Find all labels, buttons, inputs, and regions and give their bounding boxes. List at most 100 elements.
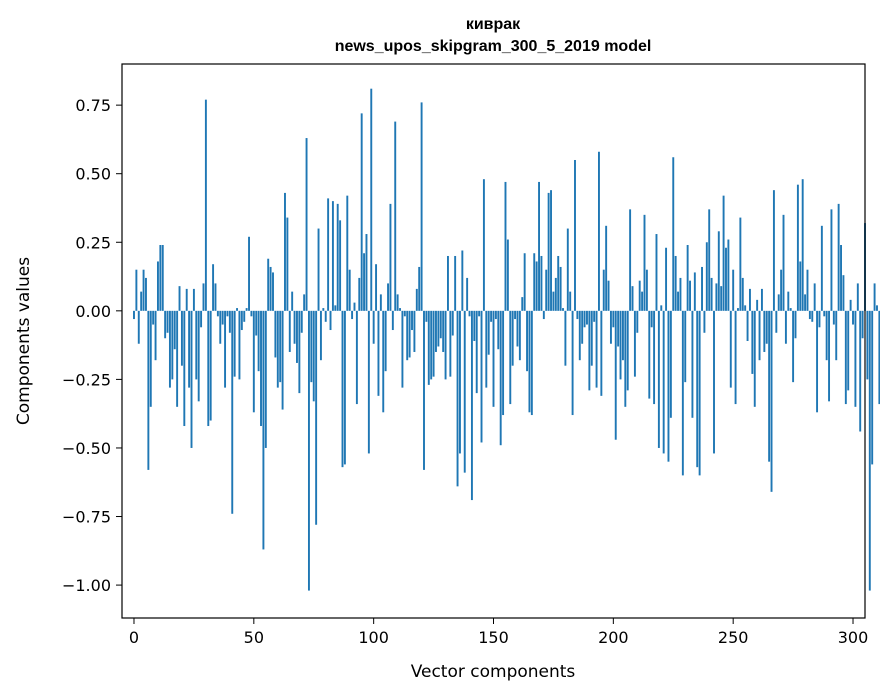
plot-frame bbox=[121, 63, 866, 619]
bar-5 bbox=[145, 277, 147, 311]
bar-68 bbox=[296, 310, 298, 363]
y-tick-label: 0.00 bbox=[75, 302, 111, 321]
bar-162 bbox=[521, 297, 524, 311]
bar-284 bbox=[813, 283, 816, 311]
bar-194 bbox=[597, 151, 600, 311]
bar-80 bbox=[324, 310, 327, 322]
y-tick-label: −0.50 bbox=[62, 439, 111, 458]
bar-216 bbox=[650, 310, 653, 328]
bar-293 bbox=[835, 310, 838, 361]
bar-185 bbox=[576, 310, 579, 320]
bar-201 bbox=[614, 310, 617, 440]
bar-182 bbox=[569, 291, 572, 311]
x-tick-label: 200 bbox=[598, 628, 629, 647]
bar-36 bbox=[219, 310, 222, 344]
bar-6 bbox=[147, 310, 150, 470]
bar-230 bbox=[684, 310, 687, 383]
bar-38 bbox=[224, 310, 227, 388]
bar-40 bbox=[228, 310, 231, 333]
bar-246 bbox=[722, 195, 725, 311]
bar-301 bbox=[854, 310, 857, 407]
bar-83 bbox=[331, 201, 334, 311]
bar-255 bbox=[744, 305, 747, 311]
bar-49 bbox=[250, 310, 253, 317]
bar-171 bbox=[542, 310, 545, 320]
bar-235 bbox=[696, 310, 699, 468]
bar-90 bbox=[348, 269, 351, 311]
bar-50 bbox=[252, 310, 255, 413]
bar-169 bbox=[538, 181, 540, 311]
bar-257 bbox=[748, 288, 751, 311]
bar-26 bbox=[195, 310, 198, 380]
bar-22 bbox=[185, 288, 188, 311]
bar-243 bbox=[715, 283, 718, 311]
bar-237 bbox=[701, 266, 703, 311]
bar-166 bbox=[530, 310, 533, 416]
bar-172 bbox=[545, 269, 548, 311]
bar-245 bbox=[720, 286, 723, 311]
bar-271 bbox=[782, 214, 785, 311]
bar-125 bbox=[432, 310, 435, 377]
bar-310 bbox=[876, 305, 878, 311]
bar-277 bbox=[796, 184, 799, 311]
bar-106 bbox=[387, 283, 390, 311]
bar-96 bbox=[363, 253, 366, 311]
bar-300 bbox=[852, 310, 854, 325]
bar-35 bbox=[216, 310, 219, 317]
bar-109 bbox=[394, 121, 397, 311]
bar-244 bbox=[717, 231, 720, 311]
bar-41 bbox=[231, 310, 234, 514]
bar-121 bbox=[423, 310, 425, 470]
bar-159 bbox=[514, 310, 517, 320]
bar-17 bbox=[173, 310, 176, 350]
x-tick-label: 250 bbox=[718, 628, 749, 647]
bar-311 bbox=[878, 310, 880, 405]
bar-74 bbox=[310, 310, 313, 383]
bar-86 bbox=[339, 220, 342, 311]
bar-224 bbox=[669, 310, 672, 418]
bar-217 bbox=[653, 310, 656, 405]
bar-200 bbox=[612, 310, 615, 328]
bar-214 bbox=[645, 269, 648, 311]
bar-268 bbox=[775, 310, 778, 333]
bar-290 bbox=[828, 310, 831, 402]
bar-253 bbox=[739, 217, 742, 311]
bar-94 bbox=[358, 277, 361, 311]
bar-101 bbox=[375, 264, 378, 311]
y-tick-label: 0.25 bbox=[75, 233, 111, 252]
bar-146 bbox=[482, 179, 485, 311]
chart-title: киврак bbox=[466, 16, 521, 33]
bar-289 bbox=[825, 310, 828, 361]
bar-16 bbox=[171, 310, 174, 380]
bar-160 bbox=[516, 310, 519, 347]
bar-195 bbox=[600, 310, 603, 396]
bar-204 bbox=[621, 310, 624, 361]
bar-12 bbox=[161, 245, 164, 311]
bar-261 bbox=[758, 310, 761, 361]
bar-95 bbox=[360, 113, 363, 311]
bar-10 bbox=[156, 261, 159, 311]
bar-274 bbox=[789, 308, 792, 311]
bar-193 bbox=[595, 310, 598, 388]
bar-15 bbox=[168, 310, 171, 388]
bar-32 bbox=[209, 310, 212, 421]
bar-175 bbox=[552, 291, 555, 311]
bar-67 bbox=[293, 310, 296, 344]
bar-59 bbox=[274, 310, 277, 358]
bar-108 bbox=[391, 310, 394, 331]
chart-subtitle: news_upos_skipgram_300_5_2019 model bbox=[335, 38, 652, 55]
bar-3 bbox=[140, 291, 143, 311]
bar-140 bbox=[468, 310, 471, 317]
bar-9 bbox=[154, 310, 157, 361]
bar-110 bbox=[396, 294, 399, 311]
bar-157 bbox=[509, 310, 512, 405]
bar-134 bbox=[454, 255, 457, 311]
bar-93 bbox=[355, 310, 358, 405]
bar-184 bbox=[574, 159, 576, 311]
bar-192 bbox=[593, 310, 596, 322]
bar-51 bbox=[255, 310, 258, 336]
bar-61 bbox=[279, 310, 282, 383]
bar-168 bbox=[535, 261, 538, 311]
bar-283 bbox=[811, 310, 814, 322]
bar-190 bbox=[588, 310, 591, 391]
